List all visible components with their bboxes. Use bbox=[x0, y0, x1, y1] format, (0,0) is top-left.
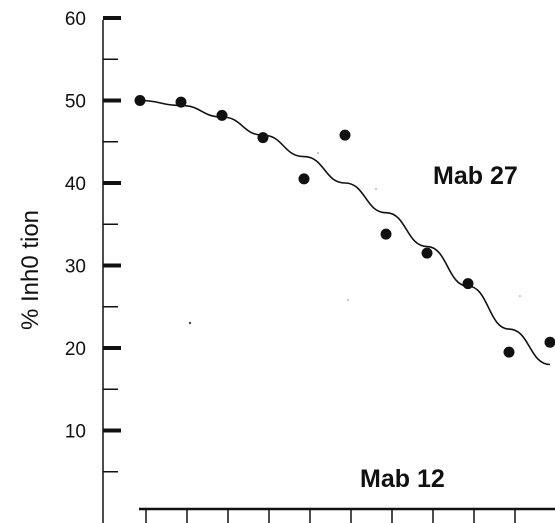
y-axis: 60 50 40 30 20 10 bbox=[65, 9, 121, 523]
y-tick-label: 30 bbox=[65, 257, 86, 278]
y-tick-label: 50 bbox=[65, 92, 86, 113]
stray-specks bbox=[188, 152, 521, 325]
fit-curve bbox=[139, 99, 551, 366]
data-points bbox=[134, 95, 555, 358]
data-point bbox=[544, 336, 555, 348]
data-point bbox=[421, 247, 433, 259]
data-point bbox=[298, 173, 310, 185]
data-point bbox=[175, 96, 187, 108]
data-point bbox=[339, 129, 351, 141]
data-point bbox=[380, 228, 392, 240]
fit-curve-group bbox=[139, 99, 551, 366]
y-tick-label: 10 bbox=[65, 422, 86, 443]
data-point bbox=[503, 346, 515, 358]
data-point bbox=[257, 132, 269, 144]
y-tick-label: 20 bbox=[65, 339, 86, 360]
y-axis-label: % Inh0 tion bbox=[17, 210, 44, 330]
y-tick-label: 40 bbox=[65, 174, 86, 195]
y-tick-label: 60 bbox=[65, 9, 86, 30]
x-axis bbox=[139, 507, 555, 523]
data-point bbox=[216, 109, 228, 121]
annotation-mab27: Mab 27 bbox=[433, 162, 518, 190]
data-point bbox=[462, 278, 474, 290]
annotation-mab12: Mab 12 bbox=[360, 465, 445, 493]
data-point bbox=[134, 95, 146, 106]
